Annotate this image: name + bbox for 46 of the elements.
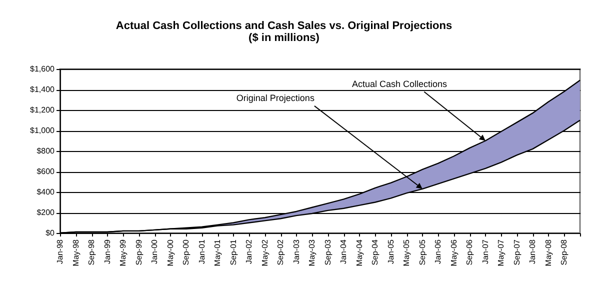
x-tick-label: May-08 <box>544 238 553 266</box>
x-tick-label: May-07 <box>496 238 506 266</box>
x-tick-label: Sep-05 <box>418 238 427 266</box>
x-tick-label: May-02 <box>260 238 270 266</box>
y-tick-label: $400 <box>36 188 56 196</box>
y-tick-label: $0 <box>46 228 56 238</box>
x-tick-label: Sep-04 <box>370 238 380 266</box>
y-tick-label: $1,400 <box>30 85 56 94</box>
x-tick-label: May-04 <box>354 238 364 266</box>
chart-subtitle: ($ in millions) <box>248 32 320 44</box>
x-tick-label: Sep-03 <box>323 238 332 266</box>
annotation: Original Projections <box>236 92 315 103</box>
x-tick-label: Sep-01 <box>228 238 238 266</box>
x-tick-label: Jan-00 <box>150 238 160 264</box>
x-tick-label: Sep-98 <box>87 238 96 266</box>
y-tick-label: $200 <box>36 208 56 217</box>
x-tick-label: May-03 <box>308 238 317 266</box>
x-tick-label: Sep-99 <box>134 238 144 266</box>
y-tick-label: $1,600 <box>30 64 56 74</box>
x-tick-label: May-98 <box>71 238 80 266</box>
x-tick-label: Jan-06 <box>434 238 443 264</box>
x-tick-label: May-01 <box>213 238 222 266</box>
x-tick-label: May-99 <box>118 238 128 266</box>
x-tick-label: Sep-08 <box>560 238 569 266</box>
x-tick-label: Jan-03 <box>292 238 301 264</box>
x-tick-label: May-00 <box>166 238 175 266</box>
x-tick-label: Jan-01 <box>197 238 206 264</box>
x-tick-label: Jan-05 <box>386 238 396 264</box>
annotation: Actual Cash Collections <box>352 78 448 89</box>
x-tick-label: Jan-04 <box>339 238 348 264</box>
x-tick-label: May-06 <box>449 238 458 266</box>
x-tick-label: Sep-00 <box>182 238 191 266</box>
x-tick-label: Jan-07 <box>480 238 490 264</box>
x-tick-label: Sep-07 <box>512 238 522 266</box>
y-tick-label: $800 <box>36 146 56 156</box>
y-tick-label: $1,200 <box>30 106 56 114</box>
x-tick-label: May-05 <box>402 238 412 266</box>
x-tick-label: Jan-98 <box>56 238 64 264</box>
x-tick-label: Sep-02 <box>276 238 286 266</box>
chart-title: Actual Cash Collections and Cash Sales vs. Original Projections <box>116 20 452 32</box>
x-tick-label: Jan-02 <box>244 238 254 264</box>
y-tick-label: $600 <box>36 167 56 176</box>
x-tick-label: Jan-99 <box>102 238 112 264</box>
y-tick-label: $1,000 <box>30 126 56 135</box>
x-tick-label: Jan-08 <box>528 238 538 264</box>
x-tick-label: Sep-06 <box>465 238 474 266</box>
